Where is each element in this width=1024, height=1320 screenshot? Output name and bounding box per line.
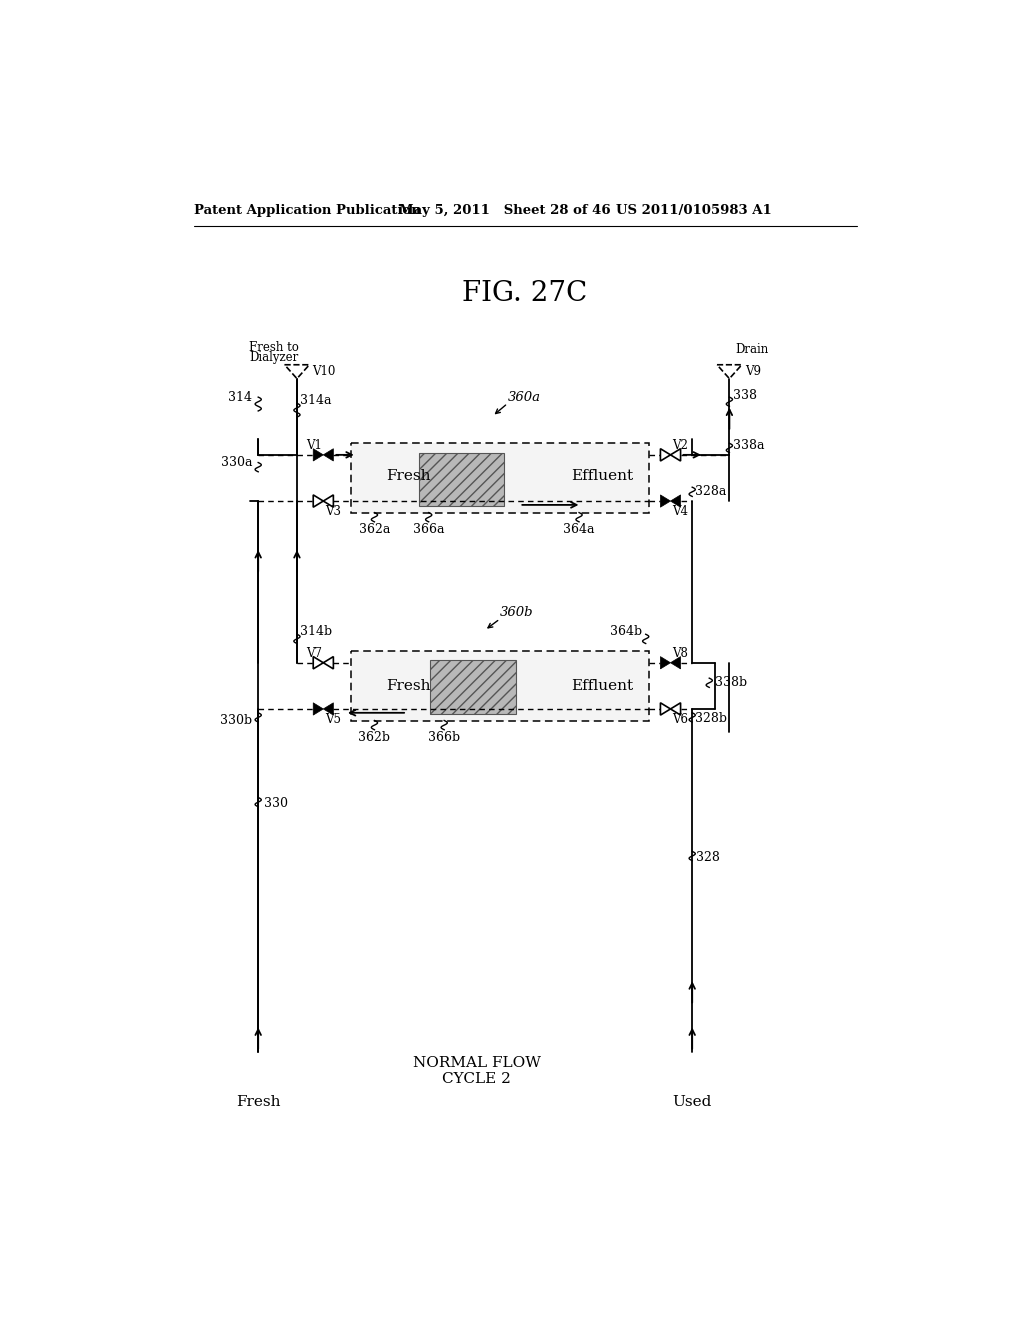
Text: 330a: 330a bbox=[220, 455, 252, 469]
Polygon shape bbox=[313, 656, 324, 669]
Polygon shape bbox=[671, 702, 681, 715]
Text: Fresh: Fresh bbox=[236, 1094, 281, 1109]
Text: V3: V3 bbox=[325, 506, 341, 519]
Polygon shape bbox=[660, 495, 671, 507]
Polygon shape bbox=[324, 702, 334, 715]
Text: Effluent: Effluent bbox=[571, 470, 634, 483]
Polygon shape bbox=[313, 449, 324, 461]
Text: 338a: 338a bbox=[732, 440, 764, 453]
Text: 314a: 314a bbox=[300, 395, 332, 408]
Polygon shape bbox=[717, 364, 741, 379]
Text: V4: V4 bbox=[672, 506, 688, 519]
Text: 364a: 364a bbox=[563, 523, 595, 536]
Text: CYCLE 2: CYCLE 2 bbox=[442, 1072, 511, 1085]
Text: 366b: 366b bbox=[428, 731, 460, 744]
Text: 360a: 360a bbox=[508, 391, 541, 404]
Polygon shape bbox=[324, 449, 334, 461]
Text: Fresh: Fresh bbox=[386, 470, 430, 483]
Text: V8: V8 bbox=[672, 647, 688, 660]
Text: 314b: 314b bbox=[300, 626, 332, 639]
Text: FIG. 27C: FIG. 27C bbox=[462, 280, 588, 306]
Bar bbox=[430, 660, 515, 714]
Polygon shape bbox=[660, 449, 671, 461]
Text: V9: V9 bbox=[744, 366, 761, 379]
Text: 364b: 364b bbox=[609, 626, 642, 639]
Polygon shape bbox=[285, 364, 309, 379]
Text: Effluent: Effluent bbox=[571, 678, 634, 693]
Text: V2: V2 bbox=[672, 440, 688, 453]
Text: V10: V10 bbox=[312, 366, 336, 379]
Text: Used: Used bbox=[673, 1094, 712, 1109]
Polygon shape bbox=[671, 449, 681, 461]
Text: 330b: 330b bbox=[220, 714, 252, 727]
Polygon shape bbox=[324, 656, 334, 669]
Polygon shape bbox=[313, 702, 324, 715]
Text: 330: 330 bbox=[264, 797, 289, 810]
Text: 366a: 366a bbox=[413, 523, 444, 536]
Text: Dialyzer: Dialyzer bbox=[249, 351, 298, 363]
Polygon shape bbox=[660, 656, 671, 669]
Text: Fresh to: Fresh to bbox=[249, 342, 299, 354]
Polygon shape bbox=[671, 656, 681, 669]
Polygon shape bbox=[671, 495, 681, 507]
Text: Fresh: Fresh bbox=[386, 678, 430, 693]
Text: 362b: 362b bbox=[358, 731, 390, 744]
Text: NORMAL FLOW: NORMAL FLOW bbox=[413, 1056, 541, 1071]
Text: Drain: Drain bbox=[735, 343, 769, 356]
Bar bbox=[351, 444, 649, 512]
Text: 360b: 360b bbox=[500, 606, 534, 619]
Text: V7: V7 bbox=[306, 647, 322, 660]
Polygon shape bbox=[313, 495, 324, 507]
Text: 338: 338 bbox=[732, 389, 757, 403]
Polygon shape bbox=[324, 495, 334, 507]
Polygon shape bbox=[660, 702, 671, 715]
Text: V1: V1 bbox=[306, 440, 322, 453]
Text: 338b: 338b bbox=[716, 676, 748, 689]
Text: 314: 314 bbox=[228, 391, 252, 404]
Text: 328a: 328a bbox=[695, 486, 727, 499]
Text: V5: V5 bbox=[325, 713, 341, 726]
Text: V6: V6 bbox=[672, 713, 688, 726]
Text: US 2011/0105983 A1: US 2011/0105983 A1 bbox=[616, 205, 772, 218]
Bar bbox=[351, 651, 649, 721]
Text: Patent Application Publication: Patent Application Publication bbox=[194, 205, 421, 218]
Bar bbox=[419, 453, 504, 507]
Text: 328: 328 bbox=[696, 851, 720, 865]
Text: 328b: 328b bbox=[695, 711, 727, 725]
Text: May 5, 2011   Sheet 28 of 46: May 5, 2011 Sheet 28 of 46 bbox=[399, 205, 611, 218]
Text: 362a: 362a bbox=[358, 523, 390, 536]
